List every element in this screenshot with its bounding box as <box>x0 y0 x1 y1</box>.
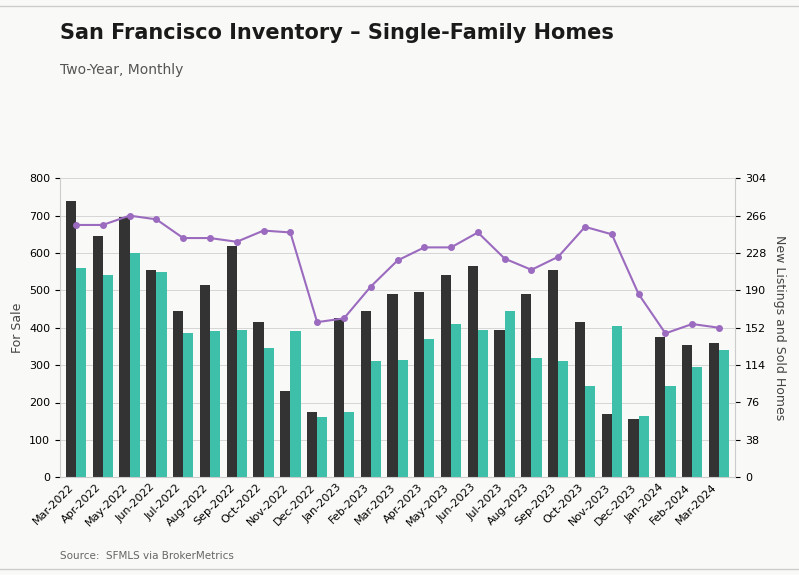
Bar <box>467 266 478 477</box>
Bar <box>146 270 157 477</box>
Bar <box>183 334 193 477</box>
Bar <box>103 275 113 477</box>
Bar <box>655 337 666 477</box>
Bar <box>253 322 264 477</box>
Bar <box>505 311 515 477</box>
Bar <box>548 270 559 477</box>
Bar <box>602 414 612 477</box>
Bar <box>574 322 585 477</box>
Bar <box>559 361 568 477</box>
Bar <box>200 285 210 477</box>
Bar <box>441 275 451 477</box>
Bar <box>638 416 649 477</box>
Bar <box>629 419 638 477</box>
Y-axis label: For Sale: For Sale <box>10 302 23 353</box>
Bar <box>237 329 247 477</box>
Bar <box>531 358 542 477</box>
Bar <box>119 217 129 477</box>
Bar <box>264 348 274 477</box>
Text: San Francisco Inventory – Single-Family Homes: San Francisco Inventory – Single-Family … <box>60 23 614 43</box>
Bar <box>709 343 719 477</box>
Y-axis label: New Listings and Sold Homes: New Listings and Sold Homes <box>773 235 785 420</box>
Bar <box>360 311 371 477</box>
Bar <box>93 236 103 477</box>
Text: Two-Year, Monthly: Two-Year, Monthly <box>60 63 183 77</box>
Bar <box>371 361 381 477</box>
Bar <box>666 386 676 477</box>
Bar <box>719 350 729 477</box>
Bar <box>76 268 86 477</box>
Bar <box>317 417 328 477</box>
Bar <box>66 201 76 477</box>
Bar <box>424 339 435 477</box>
Bar <box>227 246 237 477</box>
Bar <box>157 271 166 477</box>
Bar <box>397 359 407 477</box>
Bar <box>290 331 300 477</box>
Bar <box>495 329 505 477</box>
Bar <box>478 329 488 477</box>
Bar <box>612 326 622 477</box>
Bar <box>344 412 354 477</box>
Bar <box>414 292 424 477</box>
Bar <box>129 253 140 477</box>
Bar <box>334 319 344 477</box>
Text: Source:  SFMLS via BrokerMetrics: Source: SFMLS via BrokerMetrics <box>60 551 234 561</box>
Bar <box>682 344 692 477</box>
Bar <box>307 412 317 477</box>
Bar <box>451 324 461 477</box>
Bar <box>521 294 531 477</box>
Bar <box>692 367 702 477</box>
Bar <box>210 331 221 477</box>
Bar <box>585 386 595 477</box>
Bar <box>173 311 183 477</box>
Bar <box>388 294 398 477</box>
Bar <box>280 391 290 477</box>
